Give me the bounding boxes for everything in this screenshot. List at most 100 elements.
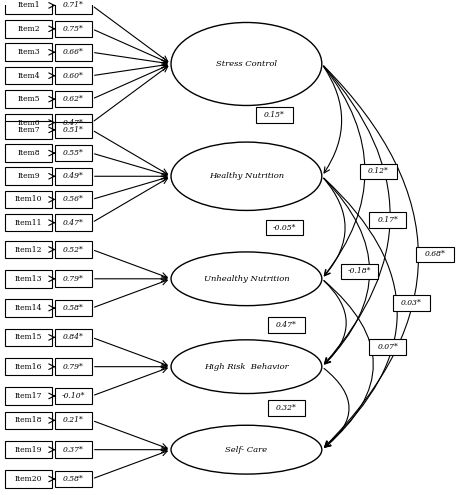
FancyBboxPatch shape	[5, 20, 52, 38]
Text: Stress Control: Stress Control	[216, 60, 277, 68]
FancyBboxPatch shape	[268, 400, 305, 416]
Text: 0.47*: 0.47*	[63, 119, 84, 127]
Text: 0.55*: 0.55*	[63, 149, 84, 157]
FancyBboxPatch shape	[55, 329, 92, 346]
FancyBboxPatch shape	[256, 107, 293, 123]
Text: 0.66*: 0.66*	[63, 48, 84, 56]
Text: Item14: Item14	[15, 304, 42, 312]
FancyBboxPatch shape	[5, 441, 52, 458]
Text: Item5: Item5	[17, 95, 40, 103]
Text: 0.47*: 0.47*	[63, 219, 84, 227]
Text: -0.05*: -0.05*	[273, 224, 296, 232]
Text: 0.49*: 0.49*	[63, 172, 84, 180]
FancyBboxPatch shape	[55, 114, 92, 131]
FancyBboxPatch shape	[5, 91, 52, 108]
Ellipse shape	[171, 252, 322, 305]
FancyBboxPatch shape	[55, 358, 92, 375]
FancyBboxPatch shape	[268, 317, 305, 333]
FancyBboxPatch shape	[55, 241, 92, 258]
Text: 0.58*: 0.58*	[63, 475, 84, 483]
Ellipse shape	[171, 22, 322, 105]
Text: 0.58*: 0.58*	[63, 304, 84, 312]
FancyBboxPatch shape	[5, 270, 52, 288]
Text: Item7: Item7	[17, 126, 40, 134]
Ellipse shape	[171, 340, 322, 394]
Text: 0.03*: 0.03*	[401, 299, 422, 307]
Text: Item11: Item11	[15, 219, 42, 227]
Text: Item10: Item10	[15, 196, 42, 203]
FancyBboxPatch shape	[55, 20, 92, 37]
Text: 0.51*: 0.51*	[63, 126, 84, 134]
FancyBboxPatch shape	[55, 168, 92, 185]
Text: Item16: Item16	[15, 363, 42, 371]
FancyBboxPatch shape	[265, 220, 303, 235]
FancyBboxPatch shape	[369, 212, 406, 228]
FancyBboxPatch shape	[5, 191, 52, 208]
FancyBboxPatch shape	[5, 214, 52, 232]
Text: 0.15*: 0.15*	[264, 111, 285, 119]
FancyBboxPatch shape	[55, 412, 92, 429]
FancyBboxPatch shape	[341, 264, 378, 279]
Text: Healthy Nutrition: Healthy Nutrition	[209, 172, 284, 180]
Text: High Risk  Behavior: High Risk Behavior	[204, 363, 289, 371]
FancyBboxPatch shape	[5, 114, 52, 131]
FancyBboxPatch shape	[55, 442, 92, 458]
FancyBboxPatch shape	[5, 358, 52, 376]
Text: Self- Care: Self- Care	[225, 446, 267, 454]
Text: 0.68*: 0.68*	[425, 250, 446, 258]
Text: 0.62*: 0.62*	[63, 95, 84, 103]
Text: 0.79*: 0.79*	[63, 275, 84, 283]
Text: 0.07*: 0.07*	[377, 343, 398, 351]
Text: Item4: Item4	[17, 72, 40, 80]
Text: Item19: Item19	[15, 446, 42, 454]
Text: 0.71*: 0.71*	[63, 1, 84, 9]
FancyBboxPatch shape	[55, 44, 92, 60]
FancyBboxPatch shape	[55, 300, 92, 316]
FancyBboxPatch shape	[5, 167, 52, 185]
Text: Item12: Item12	[15, 246, 42, 253]
Text: 0.32*: 0.32*	[276, 404, 297, 412]
Text: 0.79*: 0.79*	[63, 363, 84, 371]
FancyBboxPatch shape	[369, 340, 406, 355]
Text: Item18: Item18	[15, 416, 42, 424]
Text: 0.12*: 0.12*	[368, 167, 389, 175]
Text: 0.60*: 0.60*	[63, 72, 84, 80]
Text: -0.18*: -0.18*	[348, 267, 371, 276]
FancyBboxPatch shape	[360, 163, 397, 179]
Text: Item3: Item3	[17, 48, 40, 56]
Text: 0.21*: 0.21*	[63, 416, 84, 424]
FancyBboxPatch shape	[5, 67, 52, 85]
FancyBboxPatch shape	[55, 0, 92, 14]
Ellipse shape	[171, 142, 322, 210]
FancyBboxPatch shape	[5, 329, 52, 346]
Text: Item6: Item6	[17, 119, 40, 127]
Text: Item17: Item17	[15, 392, 42, 400]
FancyBboxPatch shape	[5, 299, 52, 317]
FancyBboxPatch shape	[393, 296, 430, 311]
Text: -0.10*: -0.10*	[62, 392, 85, 400]
FancyBboxPatch shape	[5, 0, 52, 14]
Text: Item1: Item1	[17, 1, 40, 9]
Text: 0.75*: 0.75*	[63, 25, 84, 33]
Text: 0.56*: 0.56*	[63, 196, 84, 203]
Text: 0.37*: 0.37*	[63, 446, 84, 454]
FancyBboxPatch shape	[55, 91, 92, 107]
FancyBboxPatch shape	[55, 471, 92, 487]
Text: Item8: Item8	[17, 149, 40, 157]
Ellipse shape	[171, 425, 322, 474]
Text: 0.17*: 0.17*	[377, 216, 398, 224]
FancyBboxPatch shape	[5, 144, 52, 162]
FancyBboxPatch shape	[5, 241, 52, 258]
FancyBboxPatch shape	[5, 387, 52, 405]
FancyBboxPatch shape	[5, 470, 52, 488]
Text: Item9: Item9	[17, 172, 40, 180]
Text: Item2: Item2	[17, 25, 40, 33]
Text: Unhealthy Nutrition: Unhealthy Nutrition	[204, 275, 289, 283]
Text: Item20: Item20	[15, 475, 42, 483]
FancyBboxPatch shape	[55, 122, 92, 138]
Text: Item15: Item15	[15, 333, 42, 342]
FancyBboxPatch shape	[5, 411, 52, 429]
FancyBboxPatch shape	[55, 270, 92, 287]
Text: Item13: Item13	[15, 275, 42, 283]
FancyBboxPatch shape	[5, 44, 52, 61]
